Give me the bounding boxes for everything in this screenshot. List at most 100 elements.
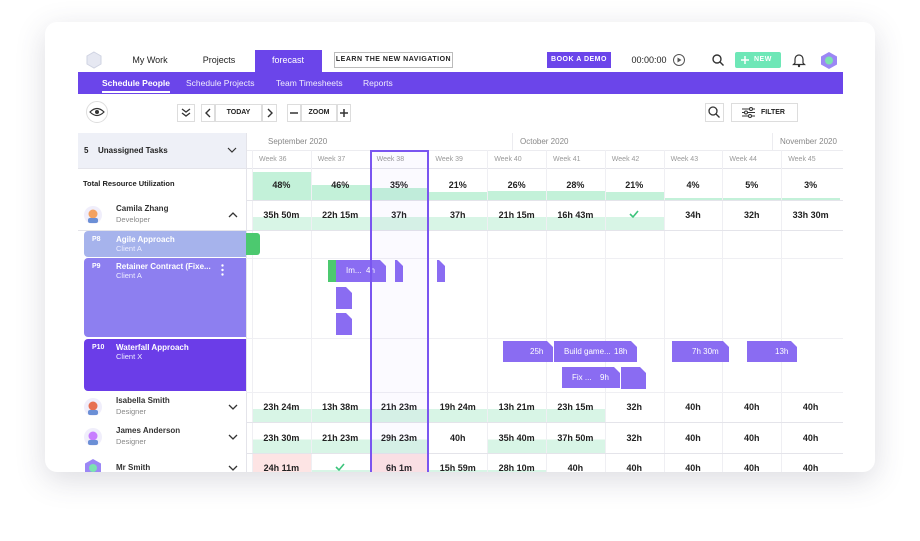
zoom-label: ZOOM xyxy=(308,109,330,116)
utilization-value: 28% xyxy=(566,180,585,190)
person-name[interactable]: Isabella Smith xyxy=(116,396,170,405)
person-name[interactable]: James Anderson xyxy=(116,426,181,435)
task-hours[interactable]: 18h xyxy=(614,347,628,356)
task-label[interactable]: Build game... xyxy=(564,347,611,356)
task-bar[interactable] xyxy=(503,341,553,362)
sub-nav xyxy=(78,72,843,94)
new-plus[interactable]: NEW xyxy=(754,56,772,63)
task-hours[interactable]: 13h xyxy=(775,347,789,356)
task-hours[interactable]: 9h xyxy=(600,373,609,382)
task-bar[interactable] xyxy=(437,260,445,282)
task-hours[interactable]: 25h xyxy=(530,347,544,356)
toolbar-search-icon[interactable] xyxy=(708,106,721,119)
play-icon[interactable] xyxy=(672,53,686,67)
week-column-line xyxy=(781,150,783,472)
week-column-line xyxy=(546,150,547,472)
task-label[interactable]: Fix ... xyxy=(572,373,592,382)
new-button[interactable] xyxy=(735,52,781,68)
today-label[interactable]: TODAY xyxy=(226,109,251,116)
nav-tab[interactable]: Projects xyxy=(202,55,236,65)
project-name[interactable]: Retainer Contract (Fixe... xyxy=(116,262,211,271)
project-panel[interactable] xyxy=(84,231,246,257)
hours-fill xyxy=(429,201,488,230)
hours-fill xyxy=(429,454,488,472)
nav-tab[interactable]: My Work xyxy=(132,55,168,65)
hours-value: 40h xyxy=(626,463,642,472)
sub-nav-item[interactable]: Team Timesheets xyxy=(276,78,343,88)
sub-nav-item[interactable]: Reports xyxy=(363,78,393,88)
hours-value: 40h xyxy=(567,463,584,472)
hours-fill xyxy=(488,454,546,472)
utilization-value: 21% xyxy=(625,180,644,190)
next-button[interactable] xyxy=(262,104,277,122)
task-bar[interactable] xyxy=(336,287,352,309)
project-panel[interactable] xyxy=(84,258,246,337)
expand-row-icon[interactable] xyxy=(228,404,238,410)
sub-nav-item[interactable]: Schedule Projects xyxy=(186,78,255,88)
unassigned-label[interactable]: Unassigned Tasks xyxy=(98,146,168,155)
task-bar[interactable] xyxy=(672,341,729,362)
learn-button-label[interactable]: LEARN THE NEW NAVIGATION xyxy=(335,56,452,63)
zoom-out-button[interactable] xyxy=(287,104,301,122)
search-button[interactable] xyxy=(705,103,724,122)
week-column-line xyxy=(722,150,724,472)
hours-fill xyxy=(370,454,429,472)
person-row-bg xyxy=(78,453,246,472)
task-hours[interactable]: 7h 30m xyxy=(692,347,719,356)
task-bar[interactable] xyxy=(747,341,797,362)
hours-fill xyxy=(311,201,370,230)
expand-row-icon[interactable] xyxy=(228,465,238,471)
person-name[interactable]: Camila Zhang xyxy=(116,204,169,213)
hours-fill xyxy=(488,201,546,230)
expand-icon[interactable] xyxy=(227,147,237,153)
hours-fill xyxy=(370,201,429,230)
more-icon[interactable] xyxy=(221,264,224,276)
hours-value: 37h xyxy=(450,210,466,220)
prev-button[interactable] xyxy=(201,104,215,122)
task-bar[interactable] xyxy=(395,260,403,282)
person-name[interactable]: Mr Smith xyxy=(116,463,151,472)
filter-button[interactable] xyxy=(731,103,798,122)
hours-value: 40h xyxy=(685,402,701,412)
hours-fill xyxy=(547,393,605,422)
task-label[interactable]: Im... xyxy=(346,266,362,275)
hours-value: 40h xyxy=(744,402,760,412)
utilization-value: 4% xyxy=(686,180,700,190)
eye-button[interactable] xyxy=(86,101,108,123)
zoom-in-button[interactable] xyxy=(337,104,351,122)
left-header xyxy=(78,133,246,168)
task-bar[interactable] xyxy=(336,313,352,335)
utilization-fill xyxy=(429,192,488,200)
task-bar[interactable] xyxy=(246,233,260,255)
task-bar[interactable] xyxy=(554,341,637,362)
sub-nav-underline xyxy=(102,91,170,93)
task-bar[interactable] xyxy=(562,367,620,388)
today-button[interactable] xyxy=(215,104,262,122)
filter-label[interactable]: FILTER xyxy=(761,109,785,116)
bell-icon[interactable] xyxy=(792,53,806,68)
project-name[interactable]: Waterfall Approach xyxy=(116,343,189,352)
hours-value: 32h xyxy=(626,402,642,412)
collapse-row-icon[interactable] xyxy=(228,212,238,218)
project-row-divider xyxy=(246,258,843,259)
month-label: November 2020 xyxy=(780,137,837,146)
demo-button[interactable] xyxy=(547,52,611,68)
collapse-button[interactable] xyxy=(177,104,195,122)
project-panel[interactable] xyxy=(84,339,246,391)
task-bar[interactable] xyxy=(328,260,336,282)
utilization-fill xyxy=(488,191,546,200)
task-bar[interactable] xyxy=(336,260,386,282)
user-avatar[interactable] xyxy=(820,51,838,70)
demo-button-label[interactable]: BOOK A DEMO xyxy=(551,56,607,63)
task-bar[interactable] xyxy=(621,367,646,389)
hours-fill xyxy=(370,423,429,453)
hours-value: 40h xyxy=(744,463,760,472)
learn-button[interactable] xyxy=(334,52,453,68)
expand-row-icon[interactable] xyxy=(228,434,238,440)
project-name[interactable]: Agile Approach xyxy=(116,235,175,244)
search-icon[interactable] xyxy=(712,54,725,67)
nav-tab[interactable]: forecast xyxy=(271,55,304,65)
sub-nav-item[interactable]: Schedule People xyxy=(102,78,171,88)
logo xyxy=(86,51,102,69)
